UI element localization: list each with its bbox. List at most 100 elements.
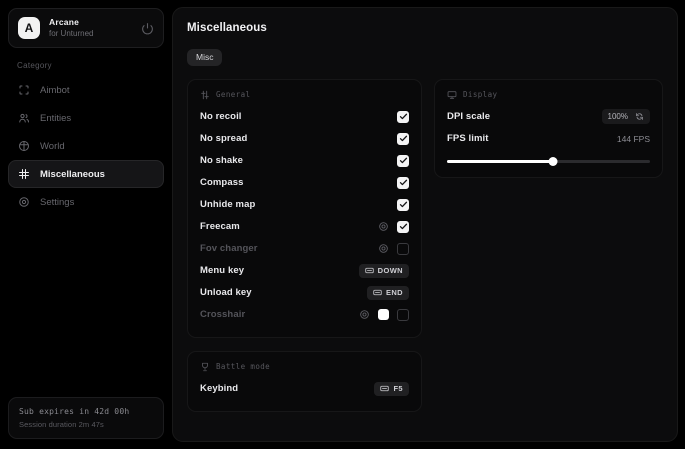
unload-key-binding[interactable]: END: [366, 285, 409, 300]
sidebar-item-label: Aimbot: [40, 84, 70, 96]
power-icon[interactable]: [141, 22, 154, 35]
battle-keybind-binding[interactable]: F5: [374, 381, 409, 396]
sidebar: A Arcane for Unturned Category: [0, 0, 172, 449]
general-card-title: General: [216, 90, 251, 99]
battle-keybind-label: F5: [393, 384, 403, 393]
display-card-title: Display: [463, 90, 498, 99]
page-title: Miscellaneous: [187, 22, 267, 34]
row-battle-keybind: Keybind F5: [200, 378, 409, 400]
sidebar-item-entities[interactable]: Entities: [8, 104, 164, 132]
profile-text: Arcane for Unturned: [49, 17, 132, 38]
sidebar-item-miscellaneous[interactable]: Miscellaneous: [8, 160, 164, 188]
dpi-scale-control[interactable]: 100%: [601, 109, 650, 124]
avatar: A: [18, 17, 40, 39]
dpi-scale-value: 100%: [607, 112, 628, 121]
display-card: Display DPI scale 100%: [434, 78, 663, 178]
display-card-header: Display: [447, 90, 650, 100]
row-freecam: Freecam: [200, 216, 409, 238]
tab-bar: Misc: [187, 47, 663, 66]
keyboard-icon: [373, 289, 382, 296]
left-column: General No recoil No spread: [187, 78, 422, 412]
row-unhide-map: Unhide map: [200, 194, 409, 216]
general-card-header: General: [200, 90, 409, 100]
keyboard-icon: [380, 385, 390, 392]
fov-changer-gear-icon[interactable]: [378, 243, 389, 254]
sidebar-item-label: Miscellaneous: [40, 168, 105, 180]
cards-area: General No recoil No spread: [187, 78, 663, 412]
crosshair-checkbox[interactable]: [397, 308, 409, 321]
sidebar-item-label: Entities: [40, 112, 72, 124]
profile-card[interactable]: A Arcane for Unturned: [8, 8, 164, 48]
no-spread-checkbox[interactable]: [397, 132, 409, 145]
row-no-recoil: No recoil: [200, 106, 409, 128]
entities-icon: [18, 112, 30, 124]
general-card: General No recoil No spread: [187, 78, 422, 338]
compass-checkbox[interactable]: [397, 176, 409, 189]
crosshair-icon: [18, 84, 30, 96]
session-duration: Session duration 2m 47s: [19, 420, 104, 429]
fps-limit-slider[interactable]: [447, 156, 650, 166]
battle-mode-card-title: Battle mode: [216, 362, 271, 371]
fps-limit-value: 144 FPS: [616, 133, 650, 144]
unhide-map-checkbox[interactable]: [397, 198, 409, 211]
row-label: Menu key: [200, 265, 245, 276]
reset-icon[interactable]: [635, 112, 644, 121]
trophy-icon: [200, 362, 210, 372]
row-label: Freecam: [200, 221, 240, 232]
row-label: Crosshair: [200, 309, 246, 320]
menu-key-binding[interactable]: DOWN: [358, 263, 409, 278]
globe-icon: [18, 140, 30, 152]
monitor-icon: [447, 90, 457, 100]
sidebar-item-label: Settings: [40, 196, 75, 208]
battle-mode-card: Battle mode Keybind F5: [187, 350, 422, 412]
freecam-checkbox[interactable]: [397, 220, 409, 233]
keyboard-icon: [364, 267, 374, 274]
crosshair-gear-icon[interactable]: [359, 309, 370, 320]
row-menu-key: Menu key DOWN: [200, 260, 409, 282]
slider-thumb[interactable]: [548, 156, 558, 166]
row-label: Fov changer: [200, 243, 258, 254]
menu-key-label: DOWN: [377, 266, 403, 275]
sliders-icon: [200, 90, 210, 100]
row-label: Keybind: [200, 383, 239, 394]
row-label: FPS limit: [447, 133, 489, 144]
fov-changer-checkbox[interactable]: [397, 242, 409, 255]
sidebar-item-aimbot[interactable]: Aimbot: [8, 76, 164, 104]
battle-mode-card-header: Battle mode: [200, 362, 409, 372]
main-panel: Miscellaneous Misc General: [172, 7, 678, 442]
freecam-gear-icon[interactable]: [378, 221, 389, 232]
unload-key-label: END: [385, 288, 403, 297]
row-label: Unhide map: [200, 199, 256, 210]
row-label: DPI scale: [447, 111, 491, 122]
sidebar-item-label: World: [40, 140, 65, 152]
gear-icon: [18, 196, 30, 208]
row-crosshair: Crosshair: [200, 304, 409, 326]
profile-name: Arcane: [49, 17, 80, 28]
sidebar-item-settings[interactable]: Settings: [8, 188, 164, 216]
row-no-shake: No shake: [200, 150, 409, 172]
row-label: Compass: [200, 177, 244, 188]
status-card: Sub expires in 42d 00h Session duration …: [8, 397, 164, 439]
row-unload-key: Unload key END: [200, 282, 409, 304]
row-dpi-scale: DPI scale 100%: [447, 106, 650, 128]
row-compass: Compass: [200, 172, 409, 194]
row-no-spread: No spread: [200, 128, 409, 150]
row-fps-limit: FPS limit 144 FPS: [447, 128, 650, 150]
no-shake-checkbox[interactable]: [397, 154, 409, 167]
crosshair-color-swatch[interactable]: [378, 309, 389, 320]
row-label: No recoil: [200, 111, 242, 122]
row-fov-changer: Fov changer: [200, 238, 409, 260]
category-label: Category: [17, 61, 52, 70]
sidebar-nav: Aimbot Entities World: [8, 76, 164, 216]
slider-fill: [447, 159, 553, 163]
sidebar-item-world[interactable]: World: [8, 132, 164, 160]
grid-icon: [18, 168, 30, 180]
row-label: No spread: [200, 133, 248, 144]
no-recoil-checkbox[interactable]: [397, 110, 409, 123]
subscription-expiry: Sub expires in 42d 00h: [19, 407, 130, 416]
row-label: Unload key: [200, 287, 252, 298]
row-label: No shake: [200, 155, 244, 166]
right-column: Display DPI scale 100%: [434, 78, 663, 178]
tab-misc[interactable]: Misc: [187, 48, 223, 66]
